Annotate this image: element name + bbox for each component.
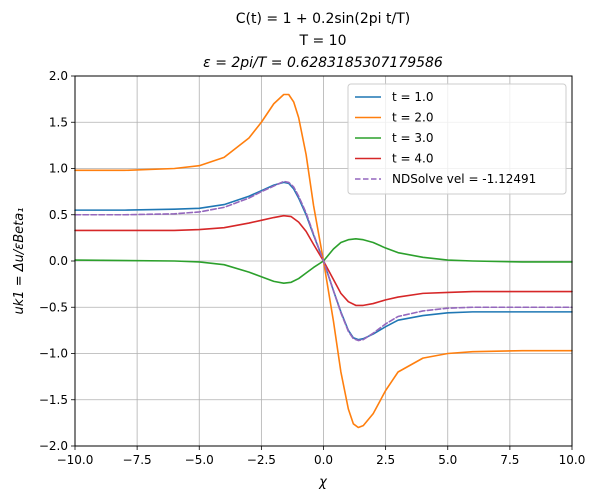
y-tick-label: 1.5	[49, 115, 68, 129]
legend-label-5: NDSolve vel = -1.12491	[392, 172, 536, 186]
legend-label-1: t = 1.0	[392, 90, 433, 104]
x-axis-label: χ	[318, 475, 328, 490]
legend: t = 1.0 t = 2.0 t = 3.0 t = 4.0 NDSolve vel …	[347, 83, 567, 195]
chart-title: C(t) = 1 + 0.2sin(2pi t/T) T = 10 ε = 2p…	[203, 11, 443, 71]
x-tick-label: 10.0	[559, 453, 586, 467]
y-tick-label: −1.5	[39, 393, 68, 407]
legend-label-4: t = 4.0	[392, 152, 433, 166]
x-tick-label: −5.0	[185, 453, 214, 467]
y-axis-label: uk1 = Δu/εBeta₁	[12, 208, 27, 315]
y-tick-label: 2.0	[49, 69, 68, 83]
legend-box	[347, 83, 567, 195]
y-tick-label: −0.5	[39, 300, 68, 314]
x-tick-label: 2.5	[376, 453, 395, 467]
title-line-1: C(t) = 1 + 0.2sin(2pi t/T)	[236, 11, 411, 27]
y-tick-label: 1.0	[49, 162, 68, 176]
x-tick-label: 0.0	[314, 453, 333, 467]
x-tick-label: −10.0	[57, 453, 94, 467]
y-axis-ticks: −2.0 −1.5 −1.0 −0.5 0.0 0.5 1.0 1.5 2.0	[39, 69, 75, 453]
x-tick-label: 5.0	[438, 453, 457, 467]
x-tick-label: 7.5	[500, 453, 519, 467]
y-tick-label: 0.5	[49, 208, 68, 222]
title-line-3: ε = 2pi/T = 0.6283185307179586	[203, 55, 443, 71]
legend-label-2: t = 2.0	[392, 111, 433, 125]
x-axis-ticks: −10.0 −7.5 −5.0 −2.5 0.0 2.5 5.0 7.5 10.0	[57, 446, 586, 467]
legend-label-3: t = 3.0	[392, 131, 433, 145]
series-line-5	[74, 180, 573, 342]
y-tick-label: 0.0	[49, 254, 68, 268]
title-line-2: T = 10	[299, 33, 347, 49]
x-tick-label: −2.5	[247, 453, 276, 467]
y-tick-label: −1.0	[39, 347, 68, 361]
series-lines	[74, 93, 573, 429]
x-tick-label: −7.5	[123, 453, 152, 467]
y-tick-label: −2.0	[39, 439, 68, 453]
series-line-3	[74, 238, 573, 285]
